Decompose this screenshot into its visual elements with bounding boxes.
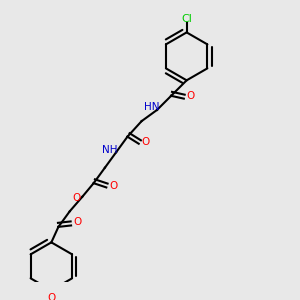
Text: O: O xyxy=(187,92,195,101)
Text: O: O xyxy=(73,217,81,227)
Text: Cl: Cl xyxy=(181,14,192,24)
Text: O: O xyxy=(47,293,56,300)
Text: O: O xyxy=(73,193,81,203)
Text: HN: HN xyxy=(144,102,160,112)
Text: NH: NH xyxy=(102,145,118,155)
Text: O: O xyxy=(109,181,118,191)
Text: O: O xyxy=(142,137,150,147)
